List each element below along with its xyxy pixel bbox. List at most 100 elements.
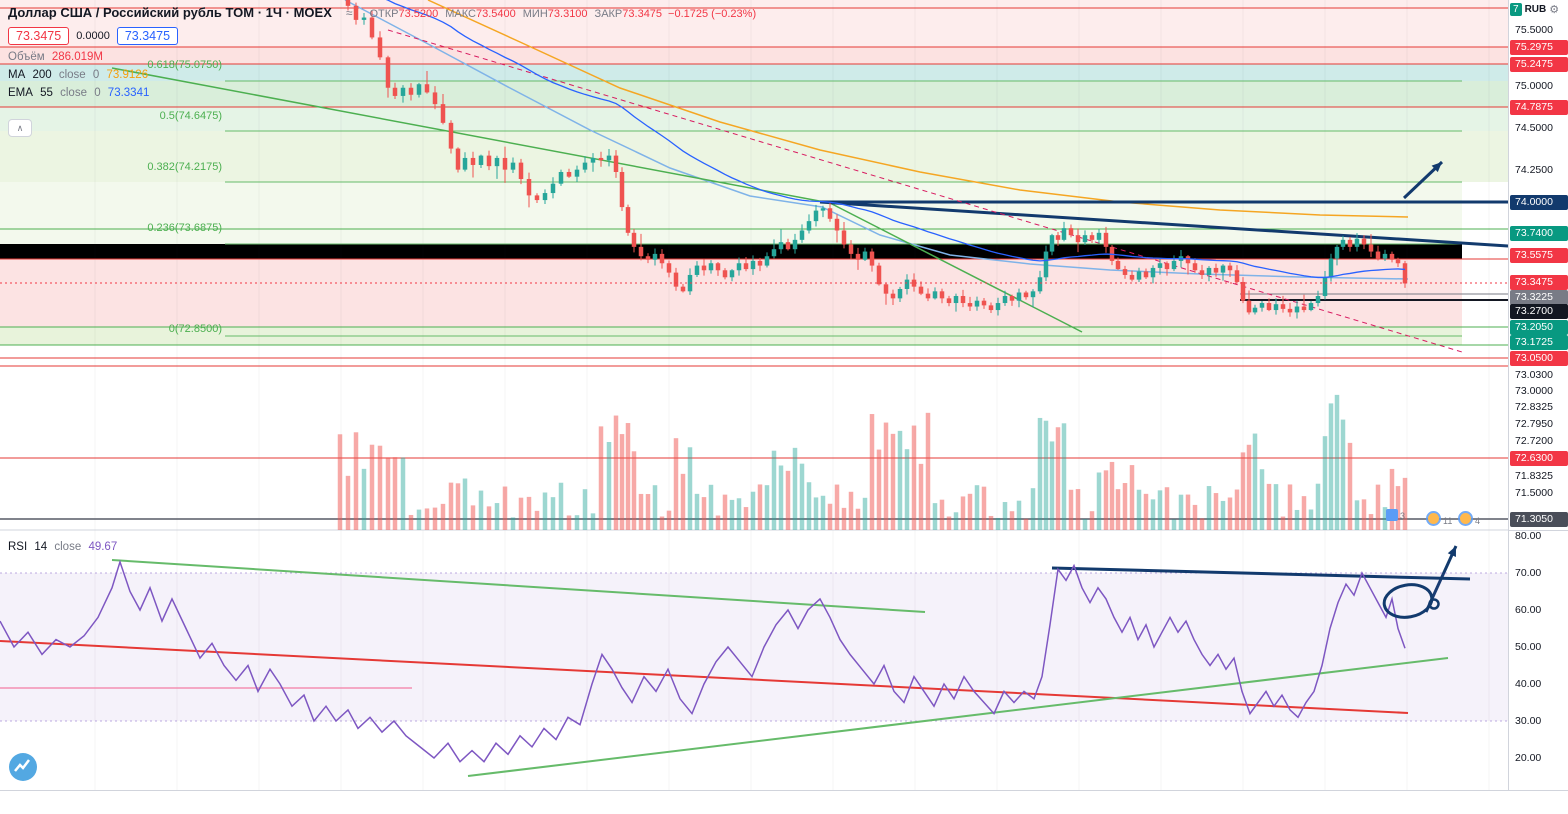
close-value: 73.3475 — [622, 8, 663, 20]
price-axis-label: 72.8325 — [1515, 401, 1553, 413]
fib-label[interactable]: 0.5(74.6475) — [159, 110, 222, 122]
symbol-header: Доллар США / Российский рубль TOM · 1Ч ·… — [8, 5, 756, 20]
axis-top-bar: 7 RUB ⚙ — [1510, 3, 1559, 16]
price-axis-label: 73.0300 — [1515, 369, 1553, 381]
rsi-source: close — [54, 541, 82, 553]
idea-marker-count: 11 — [1443, 516, 1453, 526]
price-axis[interactable]: 75.5000 75.2975 75.2475 75.0000 74.7875 74.50… — [1508, 0, 1568, 790]
ma200-line — [427, 0, 1409, 218]
close-label: ЗАКР — [594, 8, 623, 20]
volume-bars — [337, 394, 1408, 530]
flag-icon[interactable] — [1386, 509, 1398, 521]
bid-price-box[interactable]: 73.3475 — [8, 27, 70, 45]
scribble-circle — [1382, 583, 1434, 619]
collapse-legend-button[interactable]: ∧ — [8, 119, 32, 137]
ma-value: 73.9126 — [106, 69, 149, 81]
rsi-axis-label: 40.00 — [1515, 678, 1542, 690]
fib-label[interactable]: 0.618(75.0750) — [147, 59, 222, 71]
price-axis-label: 75.2475 — [1510, 57, 1568, 72]
grid — [94, 0, 1490, 797]
high-label: МАКС — [445, 8, 476, 20]
currency-label: RUB — [1524, 4, 1547, 15]
rsi-axis-label: 80.00 — [1515, 530, 1542, 542]
price-axis-label: 71.3050 — [1510, 512, 1568, 527]
rsi-legend[interactable]: RSI 14 close 49.67 — [8, 541, 117, 553]
price-axis-label: 73.5575 — [1510, 248, 1568, 263]
price-axis-label: 73.2700 — [1510, 304, 1568, 319]
ema-offset: 0 — [94, 87, 101, 99]
countdown-badge: 7 — [1510, 3, 1522, 16]
volume-value: 286.019M — [51, 51, 103, 63]
idea-marker[interactable]: 4 — [1458, 511, 1480, 526]
ask-price-box[interactable]: 73.3475 — [116, 27, 179, 45]
price-axis-label: 73.0000 — [1515, 385, 1553, 397]
volume-label: Объём — [8, 51, 45, 63]
ema-source: close — [60, 87, 87, 99]
price-axis-label: 71.5000 — [1515, 487, 1553, 499]
price-axis-label: 73.3225 — [1510, 290, 1568, 305]
price-axis-label: 72.6300 — [1510, 451, 1568, 466]
idea-marker[interactable]: 3 — [1386, 509, 1405, 521]
sun-icon[interactable] — [1428, 513, 1439, 524]
ema55-line — [385, 0, 1406, 279]
open-value: 73.5200 — [398, 8, 439, 20]
fib-label[interactable]: 0(72.8500) — [168, 323, 222, 335]
change-value: −0.1725 (−0.23%) — [668, 8, 757, 20]
price-axis-label: 75.2975 — [1510, 40, 1568, 55]
rsi-axis-label: 30.00 — [1515, 715, 1542, 727]
ma-pale-blue-line — [344, 0, 1409, 280]
rsi-axis-label: 70.00 — [1515, 567, 1542, 579]
ma-offset: 0 — [92, 69, 100, 81]
price-axis-label: 72.7200 — [1515, 435, 1553, 447]
platform-logo-icon[interactable] — [8, 752, 38, 782]
rsi-length: 14 — [34, 541, 48, 553]
price-axis-label: 71.8325 — [1515, 470, 1553, 482]
open-label: ОТКР — [369, 8, 399, 20]
price-axis-label: 74.7875 — [1510, 100, 1568, 115]
symbol-title[interactable]: Доллар США / Российский рубль TOM · 1Ч ·… — [8, 5, 332, 20]
rsi-name: RSI — [8, 541, 28, 553]
idea-marker-count: 3 — [1400, 511, 1406, 521]
ma-source: close — [58, 69, 86, 81]
approx-icon[interactable]: ≈ — [345, 6, 353, 20]
ema-length: 55 — [40, 87, 53, 99]
ma-length: 200 — [32, 69, 52, 81]
price-axis-label: 75.5000 — [1515, 24, 1553, 36]
axis-pane-separator — [1509, 530, 1568, 531]
horizontal-levels — [0, 7, 1508, 531]
price-axis-label: 73.0500 — [1510, 351, 1568, 366]
legend: Доллар США / Российский рубль TOM · 1Ч ·… — [8, 5, 756, 99]
high-value: 73.5400 — [476, 8, 516, 20]
rsi-value: 49.67 — [88, 541, 118, 553]
spread-value: 0.0000 — [76, 30, 110, 42]
price-axis-label: 73.3475 — [1510, 275, 1568, 290]
quote-boxes: 73.3475 0.0000 73.3475 — [8, 27, 756, 45]
rsi-band — [0, 573, 1508, 721]
price-axis-label: 73.7400 — [1510, 226, 1568, 241]
trendlines — [111, 29, 1509, 353]
price-axis-label: 73.1725 — [1510, 335, 1568, 350]
ma-name: MA — [8, 69, 26, 81]
idea-marker[interactable]: 11 — [1426, 511, 1452, 526]
rsi-axis-label: 20.00 — [1515, 752, 1542, 764]
price-axis-label: 74.0000 — [1510, 195, 1568, 210]
time-axis[interactable] — [0, 790, 1568, 814]
ma-row[interactable]: MA 200 close 0 73.9126 — [8, 69, 756, 81]
ema-name: EMA — [8, 87, 33, 99]
low-label: МИН — [522, 8, 548, 20]
ema-value: 73.3341 — [107, 87, 150, 99]
price-axis-label: 73.2050 — [1510, 320, 1568, 335]
volume-row[interactable]: Объём 286.019M — [8, 51, 756, 63]
ema-row[interactable]: EMA 55 close 0 73.3341 — [8, 87, 756, 99]
rsi-axis-label: 60.00 — [1515, 604, 1542, 616]
low-value: 73.3100 — [547, 8, 588, 20]
price-axis-label: 75.0000 — [1515, 80, 1553, 92]
price-axis-label: 74.2500 — [1515, 164, 1553, 176]
sun-icon[interactable] — [1460, 513, 1471, 524]
price-axis-label: 74.5000 — [1515, 122, 1553, 134]
settings-gear-icon[interactable]: ⚙ — [1549, 4, 1560, 16]
fib-label[interactable]: 0.236(73.6875) — [147, 222, 222, 234]
fib-label[interactable]: 0.382(74.2175) — [147, 161, 222, 173]
